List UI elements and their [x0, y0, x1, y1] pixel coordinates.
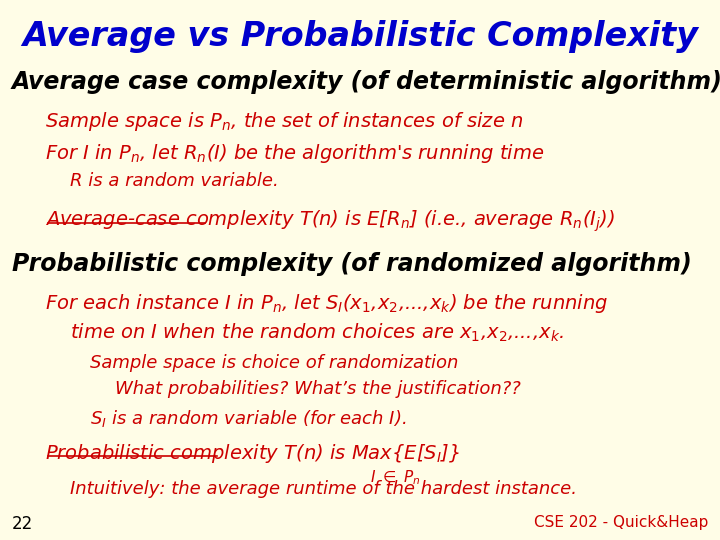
- Text: Sample space is P$_n$, the set of instances of size n: Sample space is P$_n$, the set of instan…: [45, 110, 523, 133]
- Text: Average case complexity (of deterministic algorithm): Average case complexity (of deterministi…: [12, 70, 720, 94]
- Text: I $\in$ P$_n$: I $\in$ P$_n$: [370, 468, 420, 487]
- Text: For each instance I in P$_n$, let S$_I$(x$_1$,x$_2$,...,x$_k$) be the running: For each instance I in P$_n$, let S$_I$(…: [45, 292, 608, 315]
- Text: For I in P$_n$, let R$_n$(I) be the algorithm's running time: For I in P$_n$, let R$_n$(I) be the algo…: [45, 142, 544, 165]
- Text: Average vs Probabilistic Complexity: Average vs Probabilistic Complexity: [22, 20, 698, 53]
- Text: CSE 202 - Quick&Heap: CSE 202 - Quick&Heap: [534, 515, 708, 530]
- Text: Intuitively: the average runtime of the hardest instance.: Intuitively: the average runtime of the …: [70, 480, 577, 498]
- Text: Sample space is choice of randomization: Sample space is choice of randomization: [90, 354, 459, 372]
- Text: Probabilistic complexity T(n) is Max{E[S$_I$]}: Probabilistic complexity T(n) is Max{E[S…: [45, 442, 460, 465]
- Text: S$_I$ is a random variable (for each I).: S$_I$ is a random variable (for each I).: [90, 408, 407, 429]
- Text: 22: 22: [12, 515, 33, 533]
- Text: Average-case complexity T(n) is E[R$_n$] (i.e., average R$_n$(I$_j$)): Average-case complexity T(n) is E[R$_n$]…: [45, 208, 615, 233]
- Text: Probabilistic complexity (of randomized algorithm): Probabilistic complexity (of randomized …: [12, 252, 692, 276]
- Text: What probabilities? What’s the justification??: What probabilities? What’s the justifica…: [115, 380, 521, 398]
- Text: time on I when the random choices are x$_1$,x$_2$,...,x$_k$.: time on I when the random choices are x$…: [70, 322, 564, 345]
- Text: R is a random variable.: R is a random variable.: [70, 172, 279, 190]
